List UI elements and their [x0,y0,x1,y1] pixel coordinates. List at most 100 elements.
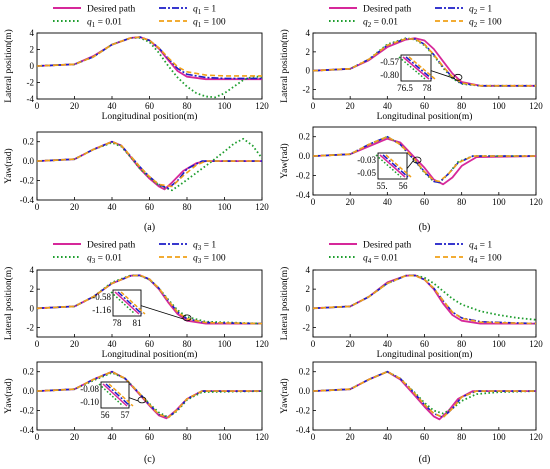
legend-subscript: 3 [198,244,202,252]
y-tick-label: -0.2 [296,171,310,181]
x-tick-label: 100 [492,101,506,111]
series-group [37,137,262,192]
x-tick-label: 20 [346,432,356,442]
x-tick-label: 40 [108,432,118,442]
x-tick-label: 60 [145,202,155,212]
x-tick-label: 60 [420,197,430,207]
inset-series-line [382,154,409,178]
x-tick-label: 120 [255,202,269,212]
inset-x-label: 81 [133,318,142,328]
x-tick-label: 100 [492,339,506,349]
x-axis-label: Longitudinal position(m) [102,349,198,360]
x-tick-label: 100 [218,101,232,111]
panel-caption: (b) [419,222,431,233]
panel-caption: (a) [144,222,155,233]
series-line-q001 [313,135,536,184]
inset-y-label: -1.16 [92,305,111,315]
inset-x-label: 78 [113,318,123,328]
x-axis-label: Longitudinal position(m) [377,349,473,360]
series-line-q001 [37,37,262,99]
x-tick-label: 0 [311,197,316,207]
inset-target-marker [453,73,463,81]
x-tick-label: 100 [492,197,506,207]
inset-pointer-line [140,305,184,320]
legend-label-q1: q3 = 1 [193,241,216,253]
y-axis-label: Yaw(rad) [3,148,14,183]
y-tick-label: -0.2 [20,176,34,186]
inset-y-label: -0.80 [380,70,399,80]
inset-series-line [402,56,430,80]
series-line-q100 [37,140,262,188]
legend-value: = 100 [477,254,502,264]
x-tick-label: 0 [35,101,40,111]
legend-label-q100: q3 = 100 [193,254,226,266]
x-tick-label: 60 [145,101,155,111]
series-line-q1 [313,135,536,184]
x-tick-label: 80 [457,197,467,207]
plot-frame [312,361,537,431]
y-tick-label: 0.2 [23,137,34,147]
inset-series-line [379,154,406,178]
x-tick-label: 80 [183,339,193,349]
plot-frame [36,131,263,201]
series-line-q100 [37,274,262,325]
x-tick-label: 120 [255,432,269,442]
x-tick-label: 80 [457,101,467,111]
inset-series-line [114,291,140,315]
legend-subscript: 1 [198,21,202,29]
inset-y-label: -0.05 [357,168,376,178]
series-group [37,274,262,325]
legend-value: = 1 [477,5,492,15]
x-axis-label: Longitudinal position(m) [102,111,198,122]
x-tick-label: 120 [529,101,543,111]
legend-subscript: 4 [474,257,478,265]
legend-var: q [193,5,198,15]
y-tick-label: -0.2 [20,406,34,416]
legend-subscript: 4 [474,244,478,252]
x-tick-label: 60 [420,101,430,111]
legend-label-q001: q3 = 0.01 [87,254,122,266]
inset-x-label: 55. [376,181,387,191]
x-tick-label: 120 [529,197,543,207]
y-tick-label: 0 [30,303,35,313]
legend-var: q [363,254,368,264]
x-tick-label: 100 [218,339,232,349]
series-line-q1 [313,370,536,419]
y-tick-label: -0.2 [296,406,310,416]
x-tick-label: 100 [492,432,506,442]
x-tick-label: 20 [70,202,80,212]
y-tick-label: 0.0 [299,151,311,161]
legend-subscript: 2 [368,21,372,29]
y-tick-label: -0.4 [20,425,35,435]
series-line-q100 [37,370,262,419]
legend-subscript: 4 [368,257,372,265]
legend-subscript: 3 [198,257,202,265]
y-axis-label: Lateral position(m) [279,267,290,341]
legend-value: = 1 [477,241,492,251]
inset-pointer-line [406,160,414,169]
x-tick-label: 40 [383,339,393,349]
x-tick-label: 20 [346,197,356,207]
legend-label-q001: q4 = 0.01 [363,254,398,266]
series-group [313,37,536,87]
y-tick-label: -2 [303,85,311,95]
inset-y-label: -0.08 [80,384,99,394]
series-line-q1 [37,274,262,325]
legend-value: = 0.01 [371,18,398,28]
panel-caption: (d) [419,454,431,465]
inset-y-label: -0.10 [80,397,99,407]
y-tick-label: 0 [306,66,311,76]
legend-label-q001: q2 = 0.01 [363,18,398,30]
y-axis-label: Yaw(rad) [279,143,290,178]
series-line-q100 [313,37,536,87]
x-tick-label: 40 [108,101,118,111]
legend-label-q100: q1 = 100 [193,18,226,30]
series-line-desired [313,370,536,421]
x-tick-label: 40 [108,339,118,349]
series-group [37,36,262,99]
legend-subscript: 2 [474,8,478,16]
x-tick-label: 40 [383,197,393,207]
inset-pointer-line [128,397,139,402]
